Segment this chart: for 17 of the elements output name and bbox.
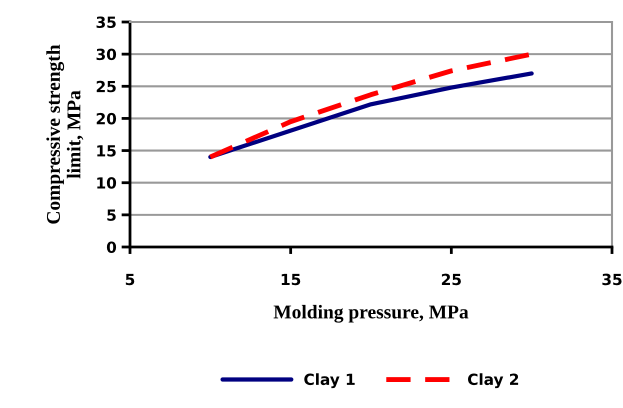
- y-tick-label: 10: [97, 177, 116, 189]
- x-axis-title: Molding pressure, MPa: [274, 304, 468, 323]
- y-tick-label: 25: [96, 80, 116, 92]
- x-tick-label: 35: [602, 274, 622, 286]
- legend-label: Clay 1: [304, 373, 355, 388]
- x-tick-label: 25: [442, 274, 461, 286]
- y-tick-label: 20: [96, 112, 116, 124]
- y-tick-label: 0: [106, 241, 116, 254]
- y-tick-label: 5: [107, 210, 116, 221]
- y-tick-label: 35: [96, 16, 116, 28]
- legend-label: Clay 2: [468, 373, 518, 388]
- line-series: [208, 71, 534, 160]
- y-tick-label: 15: [97, 145, 116, 157]
- x-tick-label: 5: [126, 274, 134, 286]
- y-axis-title: Compressive strength limit, MPa: [46, 44, 84, 224]
- y-tick-label: 30: [96, 48, 116, 60]
- x-tick-label: 15: [282, 274, 300, 286]
